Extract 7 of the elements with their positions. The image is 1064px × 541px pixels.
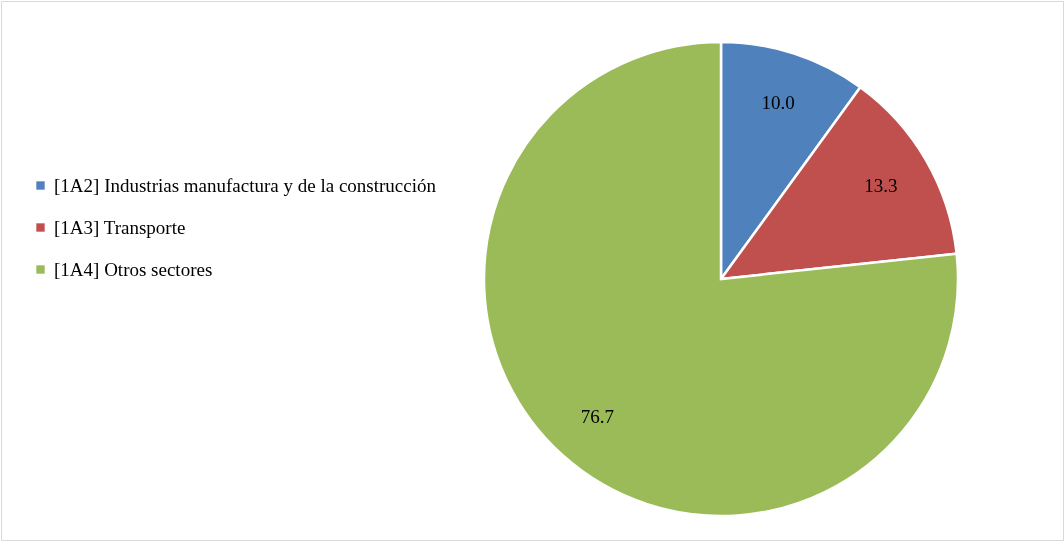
pie-slice — [483, 40, 960, 518]
legend-label: [1A3] Transporte — [54, 216, 186, 238]
legend-label: [1A4] Otros sectores — [54, 258, 213, 280]
legend-label: [1A2] Industrias manufactura y de la construcción — [54, 174, 437, 196]
data-label: 10.0 — [761, 92, 795, 114]
data-label: 13.3 — [864, 175, 898, 197]
data-label: 76.7 — [580, 405, 615, 427]
